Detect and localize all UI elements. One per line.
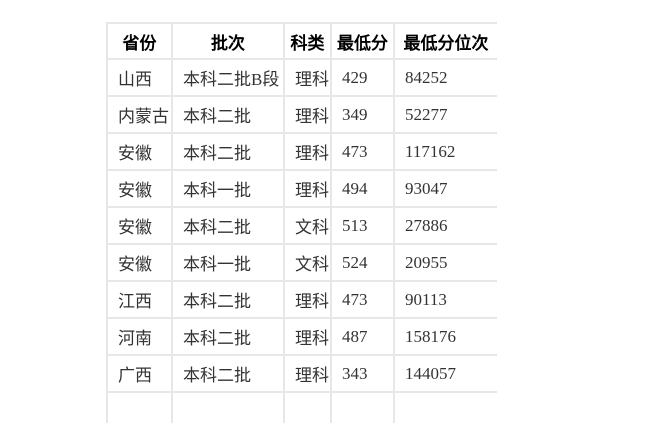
cell-subject-category: 理科: [283, 317, 332, 356]
cell-subject-category: 理科: [283, 169, 332, 208]
cell-batch: 本科二批: [171, 95, 285, 134]
table-body: 山西 本科二批B段 理科 429 84252 内蒙古 本科二批 理科 349 52277 安徽 本科二…: [106, 58, 497, 423]
cell-min-score-rank: 93047: [393, 169, 497, 208]
cell-min-score-rank: 84252: [393, 58, 497, 97]
cell-subject-category: 理科: [283, 354, 332, 393]
cell-batch: 本科一批: [171, 243, 285, 282]
cell-batch: 本科二批: [171, 317, 285, 356]
col-header-batch: 批次: [171, 22, 285, 60]
cell-province: 山西: [106, 58, 173, 97]
cell-subject-category: 理科: [283, 95, 332, 134]
cell-subject-category: 理科: [283, 58, 332, 97]
cell-province: 安徽: [106, 169, 173, 208]
col-header-min-score-rank: 最低分位次: [393, 22, 497, 60]
cell-min-score: 473: [330, 132, 395, 171]
admission-scores-table: 省份 批次 科类 最低分 最低分位次 山西 本科二批B段 理科 429 84252 内蒙古 本科二批…: [106, 22, 497, 423]
cell-province: 河南: [106, 317, 173, 356]
table-row: 安徽 本科一批 文科 524 20955: [106, 243, 497, 282]
table-row: 安徽 本科二批 理科 473 117162: [106, 132, 497, 171]
cell-province: 安徽: [106, 243, 173, 282]
cell-empty: [330, 391, 395, 423]
cell-min-score-rank: 144057: [393, 354, 497, 393]
table-row: 安徽 本科二批 文科 513 27886: [106, 206, 497, 245]
cell-min-score: 473: [330, 280, 395, 319]
cell-min-score-rank: 117162: [393, 132, 497, 171]
cell-province: 安徽: [106, 132, 173, 171]
cell-min-score: 524: [330, 243, 395, 282]
cell-batch: 本科一批: [171, 169, 285, 208]
cell-batch: 本科二批: [171, 132, 285, 171]
cell-province: 江西: [106, 280, 173, 319]
cell-min-score: 513: [330, 206, 395, 245]
cell-batch: 本科二批: [171, 354, 285, 393]
table-row: 江西 本科二批 理科 473 90113: [106, 280, 497, 319]
cell-province: 内蒙古: [106, 95, 173, 134]
col-header-province: 省份: [106, 22, 173, 60]
table-row-partial: [106, 391, 497, 423]
cell-min-score-rank: 27886: [393, 206, 497, 245]
cell-min-score-rank: 20955: [393, 243, 497, 282]
cell-province: 安徽: [106, 206, 173, 245]
cell-min-score-rank: 158176: [393, 317, 497, 356]
table-header-row: 省份 批次 科类 最低分 最低分位次: [106, 22, 497, 60]
col-header-subject-category: 科类: [283, 22, 332, 60]
col-header-min-score: 最低分: [330, 22, 395, 60]
table-row: 安徽 本科一批 理科 494 93047: [106, 169, 497, 208]
cell-min-score: 429: [330, 58, 395, 97]
cell-empty: [283, 391, 332, 423]
cell-subject-category: 理科: [283, 280, 332, 319]
cell-min-score: 349: [330, 95, 395, 134]
table-row: 河南 本科二批 理科 487 158176: [106, 317, 497, 356]
cell-min-score: 494: [330, 169, 395, 208]
cell-min-score-rank: 90113: [393, 280, 497, 319]
cell-min-score: 343: [330, 354, 395, 393]
table-row: 山西 本科二批B段 理科 429 84252: [106, 58, 497, 97]
table-row: 广西 本科二批 理科 343 144057: [106, 354, 497, 393]
cell-batch: 本科二批B段: [171, 58, 285, 97]
cell-subject-category: 理科: [283, 132, 332, 171]
cell-min-score-rank: 52277: [393, 95, 497, 134]
table-row: 内蒙古 本科二批 理科 349 52277: [106, 95, 497, 134]
cell-province: 广西: [106, 354, 173, 393]
cell-batch: 本科二批: [171, 206, 285, 245]
cell-subject-category: 文科: [283, 206, 332, 245]
cell-empty: [171, 391, 285, 423]
cell-batch: 本科二批: [171, 280, 285, 319]
cell-subject-category: 文科: [283, 243, 332, 282]
cell-min-score: 487: [330, 317, 395, 356]
cell-empty: [393, 391, 497, 423]
cell-empty: [106, 391, 173, 423]
